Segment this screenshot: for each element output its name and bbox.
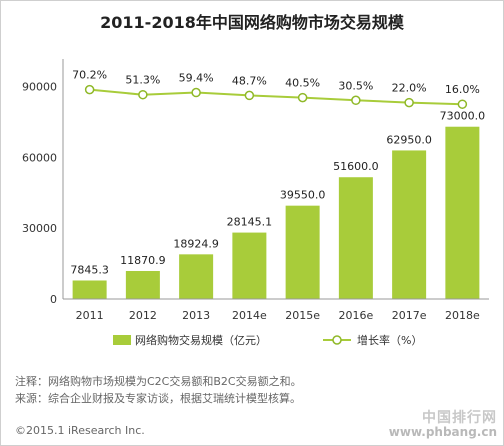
legend-line-label: 增长率（%）: [357, 333, 422, 347]
x-tick-label: 2018e: [445, 309, 480, 322]
bar-value-label: 73000.0: [440, 110, 486, 123]
bar: [125, 270, 160, 299]
y-axis: 0 30000 60000 90000: [22, 59, 64, 306]
bar: [392, 150, 427, 299]
footnotes: 注释：网络购物市场规模为C2C交易额和B2C交易额之和。 来源：综合企业财报及专…: [15, 373, 302, 407]
bar-series: 7845.3 11870.9 18924.9 28145.1 39550.0 51600.…: [70, 110, 485, 299]
growth-value-label: 70.2%: [72, 69, 107, 82]
bar: [179, 254, 214, 299]
bar: [285, 205, 320, 299]
x-axis: 2011 2012 2013 2014e 2015e 2016e 2017e 2018e: [63, 298, 489, 322]
growth-point: [297, 92, 308, 103]
legend-bar-swatch: [113, 335, 131, 345]
legend-bar-label: 网络购物交易规模（亿元）: [135, 333, 267, 347]
growth-value-label: 59.4%: [179, 72, 214, 85]
bar-value-label: 11870.9: [120, 254, 166, 267]
growth-point: [404, 97, 414, 108]
y-tick-label: 0: [50, 293, 57, 306]
x-tick-label: 2014e: [232, 309, 267, 322]
growth-value-label: 30.5%: [338, 79, 373, 92]
legend-line-marker: [332, 335, 342, 345]
bar-value-label: 18924.9: [173, 237, 219, 250]
x-tick-label: 2011: [76, 309, 104, 322]
x-tick-label: 2015e: [285, 309, 320, 322]
growth-value-label: 51.3%: [125, 74, 160, 87]
growth-line: [89, 88, 463, 106]
line-series: 70.2% 51.3% 59.4% 48.7% 40.5% 30.5% 22.0% 16.0%: [72, 69, 480, 109]
growth-value-label: 48.7%: [232, 74, 267, 87]
growth-value-label: 22.0%: [392, 82, 427, 95]
bar-value-label: 39550.0: [280, 189, 326, 202]
bar: [445, 126, 480, 299]
copyright-text: ©2015.1 iResearch Inc.: [15, 424, 145, 437]
chart-title: 2011-2018年中国网络购物市场交易规模: [100, 13, 405, 32]
growth-point: [351, 95, 361, 106]
x-tick-label: 2017e: [392, 309, 427, 322]
growth-point: [244, 90, 255, 101]
y-tick-label: 60000: [22, 151, 57, 164]
x-tick-label: 2013: [182, 309, 210, 322]
y-tick-label: 90000: [22, 81, 57, 94]
source-text: 来源：综合企业财报及专家访谈，根据艾瑞统计模型核算。: [15, 392, 301, 405]
bar-value-label: 7845.3: [70, 263, 109, 276]
bar: [232, 232, 267, 299]
growth-point: [457, 99, 468, 109]
chart-svg: 2011-2018年中国网络购物市场交易规模 0300006000090000 …: [22, 13, 489, 347]
bar-value-label: 28145.1: [227, 216, 273, 229]
x-tick-label: 2012: [129, 309, 157, 322]
bar: [338, 177, 373, 299]
bar: [72, 280, 107, 299]
growth-point: [138, 89, 148, 100]
growth-point: [84, 84, 95, 95]
watermark-url: www.phbang.cn: [388, 425, 497, 439]
x-tick-label: 2016e: [338, 309, 373, 322]
note-text: 注释：网络购物市场规模为C2C交易额和B2C交易额之和。: [15, 375, 302, 388]
legend: 网络购物交易规模（亿元） 增长率（%）: [113, 333, 422, 347]
bar-value-label: 51600.0: [333, 160, 379, 173]
growth-value-label: 40.5%: [285, 77, 320, 90]
watermark-title: 中国排行网: [422, 410, 497, 426]
growth-value-label: 16.0%: [445, 83, 480, 96]
y-tick-label: 30000: [22, 222, 57, 235]
growth-point: [191, 87, 201, 98]
watermark: 中国排行网 www.phbang.cn: [389, 411, 497, 439]
bar-value-label: 62950.0: [386, 133, 432, 146]
